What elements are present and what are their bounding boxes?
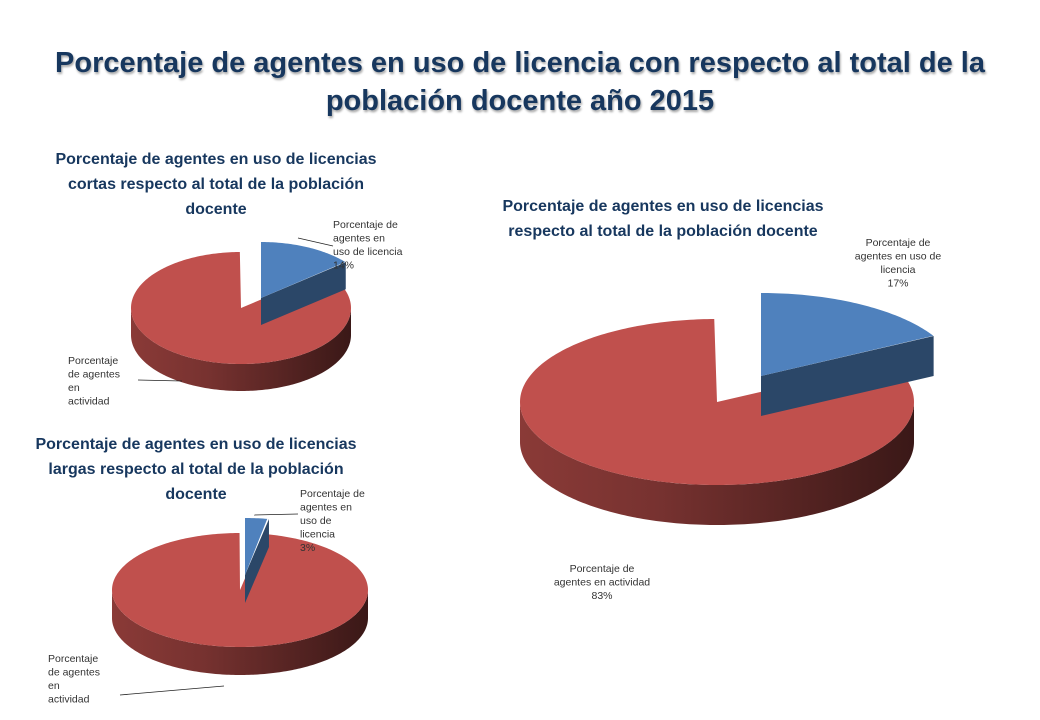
chart-title-cortas: Porcentaje de agentes en uso de licencia… — [55, 151, 377, 218]
pie-slice-cortas-actividad-top — [131, 252, 351, 364]
data-label-line: uso de — [300, 515, 332, 527]
leader-line-largas-actividad — [119, 685, 225, 696]
chart-title-total: Porcentaje de agentes en uso de licencia… — [502, 198, 824, 240]
data-label-line: de agentes — [48, 667, 100, 679]
data-label-line: 3% — [300, 542, 315, 554]
pie-slice-total-licencia — [761, 293, 934, 416]
data-label-line: agentes en — [333, 233, 385, 245]
pie-slice-largas-licencia-wall-end — [245, 519, 269, 603]
data-label-line: 17% — [887, 278, 908, 290]
data-label-line: uso de licencia — [333, 246, 403, 258]
data-label-line: licencia — [300, 529, 335, 541]
pie-slice-total-licencia-top — [761, 293, 934, 376]
pie-slice-total-licencia-wall-end — [761, 336, 934, 416]
data-label-line: Porcentaje — [68, 355, 118, 367]
pie-slice-total-actividad — [520, 319, 914, 525]
pie-slice-largas-licencia-top — [245, 518, 268, 575]
pie-slice-cortas-actividad-side — [131, 308, 351, 391]
data-label-line: actividad — [68, 396, 110, 408]
data-label-line: licencia — [880, 264, 915, 276]
leader-line-cortas-licencia — [297, 237, 334, 247]
data-label-line: Porcentaje de — [333, 219, 398, 231]
pie-slice-total-actividad-top — [520, 319, 914, 485]
leader-line-cortas-actividad — [137, 379, 183, 382]
pie-slice-cortas-actividad — [131, 252, 351, 391]
pie-slice-total-actividad-side — [520, 402, 914, 525]
chart-title-largas: Porcentaje de agentes en uso de licencia… — [35, 436, 357, 503]
data-label-line: agentes en actividad — [554, 577, 650, 589]
leader-line-largas-licencia — [253, 513, 299, 516]
data-label-line: Porcentaje — [48, 653, 98, 665]
data-label-line: 14% — [333, 260, 354, 272]
pie-slice-cortas-licencia — [261, 242, 346, 325]
data-label-line: Porcentaje de — [300, 488, 365, 500]
data-label-line: Porcentaje de — [570, 563, 635, 575]
data-label-line: agentes en uso de — [855, 251, 942, 263]
data-label-line: agentes en — [300, 502, 352, 514]
pie-slice-largas-actividad-side — [112, 590, 368, 675]
data-label-line: Porcentaje de — [866, 237, 931, 249]
pie-slice-largas-actividad-top — [112, 533, 368, 647]
page-title: Porcentaje de agentes en uso de licencia… — [55, 47, 985, 117]
data-label-line: 83% — [591, 590, 612, 602]
data-label-line: actividad — [48, 694, 90, 706]
data-label-line: en — [48, 680, 60, 692]
data-label-line: en — [68, 382, 80, 394]
pie-slice-largas-actividad — [112, 533, 368, 675]
data-label-line: de agentes — [68, 369, 120, 381]
pie-slice-cortas-licencia-top — [261, 242, 346, 298]
pie-slice-cortas-licencia-wall-end — [261, 262, 346, 325]
pie-slice-largas-licencia — [245, 518, 269, 603]
